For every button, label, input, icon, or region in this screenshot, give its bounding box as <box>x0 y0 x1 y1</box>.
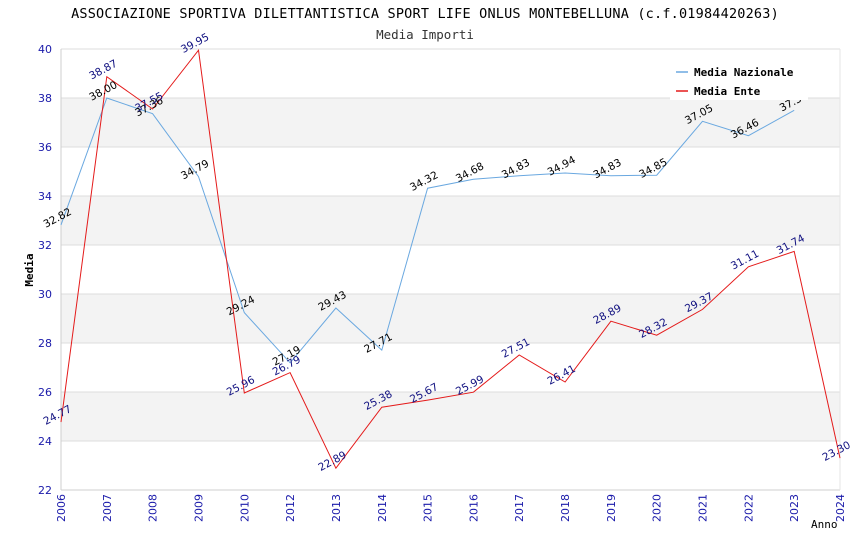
y-tick-label: 22 <box>38 484 52 497</box>
axes <box>60 49 841 491</box>
x-tick-label: 2019 <box>605 494 618 522</box>
y-tick-label: 38 <box>38 92 52 105</box>
grid-lines <box>61 48 840 491</box>
data-label-ente: 38.87 <box>87 58 119 83</box>
data-label-ente: 31.11 <box>729 248 761 273</box>
x-tick-label: 2022 <box>742 494 755 522</box>
y-axis-label: Media <box>23 253 36 286</box>
x-tick-label: 2020 <box>651 494 664 522</box>
data-label-nazionale: 34.83 <box>500 157 532 182</box>
x-tick-label: 2014 <box>376 494 389 522</box>
x-tick-label: 2018 <box>559 494 572 522</box>
x-tick-label: 2007 <box>101 494 114 522</box>
x-tick-label: 2012 <box>284 494 297 522</box>
series-lines <box>60 48 841 470</box>
data-label-ente: 39.95 <box>179 31 211 56</box>
series-line-media-nazionale <box>60 97 795 364</box>
y-tick-label: 32 <box>38 239 52 252</box>
y-tick-label: 26 <box>38 386 52 399</box>
chart-subtitle: Media Importi <box>376 27 474 42</box>
x-tick-label: 2008 <box>147 494 160 522</box>
y-tick-label: 36 <box>38 141 52 154</box>
x-tick-labels: 2006 2007 2008 2009 2010 2012 2013 2014 2015 2016… <box>55 494 847 522</box>
legend-label: Media Nazionale <box>694 66 794 79</box>
x-tick-label: 2015 <box>422 494 435 522</box>
y-tick-label: 30 <box>38 288 52 301</box>
y-tick-label: 28 <box>38 337 52 350</box>
grid-band <box>61 196 840 245</box>
grid-band <box>61 294 840 343</box>
grid-bands <box>61 98 840 441</box>
chart-title: ASSOCIAZIONE SPORTIVA DILETTANTISTICA SP… <box>71 6 779 22</box>
grid-band <box>61 98 840 147</box>
x-tick-label: 2016 <box>467 494 480 522</box>
x-axis-label: Anno <box>811 518 838 531</box>
data-label-nazionale: 34.94 <box>546 154 578 179</box>
data-label-nazionale: 34.68 <box>454 160 486 185</box>
data-label-nazionale: 34.83 <box>591 157 623 182</box>
data-label-ente: 23.30 <box>821 439 850 464</box>
x-tick-label: 2009 <box>192 494 205 522</box>
legend-background <box>670 60 808 100</box>
data-label-nazionale: 34.32 <box>408 169 440 194</box>
y-tick-labels: 22 24 26 28 30 32 34 36 38 40 <box>38 43 52 497</box>
x-tick-label: 2013 <box>330 494 343 522</box>
grid-band <box>61 392 840 441</box>
x-tick-label: 2023 <box>788 494 801 522</box>
y-tick-label: 40 <box>38 43 52 56</box>
data-label-nazionale: 34.79 <box>179 158 211 183</box>
series-line-media-ente <box>60 48 841 470</box>
y-tick-label: 24 <box>38 435 52 448</box>
x-tick-label: 2010 <box>238 494 251 522</box>
data-label-nazionale: 34.85 <box>637 156 669 181</box>
x-tick-label: 2021 <box>697 494 710 522</box>
data-label-ente: 22.89 <box>316 449 348 474</box>
x-tick-label: 2024 <box>834 494 847 522</box>
legend: Media Nazionale Media Ente <box>670 60 808 100</box>
data-label-ente: 26.41 <box>546 363 578 388</box>
legend-label: Media Ente <box>694 85 761 98</box>
y-tick-label: 34 <box>38 190 52 203</box>
x-tick-label: 2017 <box>513 494 526 522</box>
x-tick-label: 2006 <box>55 494 68 522</box>
